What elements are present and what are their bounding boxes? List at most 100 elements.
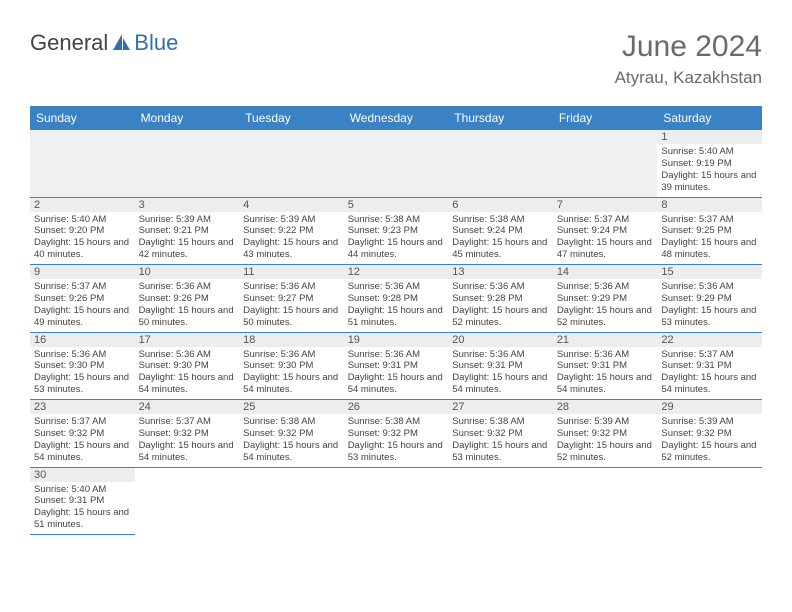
day-number: 28: [553, 400, 658, 414]
day-number: 26: [344, 400, 449, 414]
day-cell: 11 Sunrise: 5:36 AMSunset: 9:27 PMDayligh…: [239, 265, 344, 333]
day-details: Sunrise: 5:36 AMSunset: 9:31 PMDaylight:…: [557, 349, 654, 397]
empty-cell: [239, 467, 344, 535]
empty-cell: [553, 130, 658, 197]
brand-part2: Blue: [134, 30, 178, 56]
day-cell: 17 Sunrise: 5:36 AMSunset: 9:30 PMDayligh…: [135, 332, 240, 400]
day-number: 10: [135, 265, 240, 279]
day-cell: 26 Sunrise: 5:38 AMSunset: 9:32 PMDayligh…: [344, 400, 449, 468]
day-cell: 28 Sunrise: 5:39 AMSunset: 9:32 PMDayligh…: [553, 400, 658, 468]
day-number: 23: [30, 400, 135, 414]
day-number: 21: [553, 333, 658, 347]
day-number: 19: [344, 333, 449, 347]
day-details: Sunrise: 5:36 AMSunset: 9:26 PMDaylight:…: [139, 281, 236, 329]
day-cell: 6 Sunrise: 5:38 AMSunset: 9:24 PMDaylight…: [448, 197, 553, 265]
empty-cell: [30, 130, 135, 197]
day-number: 25: [239, 400, 344, 414]
day-number: 9: [30, 265, 135, 279]
day-cell: 10 Sunrise: 5:36 AMSunset: 9:26 PMDayligh…: [135, 265, 240, 333]
empty-cell: [135, 467, 240, 535]
day-cell: 16 Sunrise: 5:36 AMSunset: 9:30 PMDayligh…: [30, 332, 135, 400]
empty-cell: [553, 467, 658, 535]
day-number: 13: [448, 265, 553, 279]
day-details: Sunrise: 5:36 AMSunset: 9:31 PMDaylight:…: [348, 349, 445, 397]
month-title: June 2024: [615, 30, 762, 64]
day-cell: 30 Sunrise: 5:40 AMSunset: 9:31 PMDayligh…: [30, 467, 135, 535]
day-details: Sunrise: 5:37 AMSunset: 9:32 PMDaylight:…: [34, 416, 131, 464]
day-cell: 15Sunrise: 5:36 AMSunset: 9:29 PMDayligh…: [657, 265, 762, 333]
day-details: Sunrise: 5:36 AMSunset: 9:28 PMDaylight:…: [348, 281, 445, 329]
page-header: General Blue June 2024 Atyrau, Kazakhsta…: [30, 30, 762, 88]
day-cell: 4 Sunrise: 5:39 AMSunset: 9:22 PMDaylight…: [239, 197, 344, 265]
day-details: Sunrise: 5:39 AMSunset: 9:22 PMDaylight:…: [243, 214, 340, 262]
day-cell: 22 Sunrise: 5:37 AMSunset: 9:31 PMDayligh…: [657, 332, 762, 400]
weekday-header: Saturday: [657, 106, 762, 130]
day-details: Sunrise: 5:36 AMSunset: 9:31 PMDaylight:…: [452, 349, 549, 397]
day-details: Sunrise: 5:39 AMSunset: 9:32 PMDaylight:…: [557, 416, 654, 464]
day-details: Sunrise: 5:40 AMSunset: 9:20 PMDaylight:…: [34, 214, 131, 262]
day-number: 18: [239, 333, 344, 347]
day-cell: 9 Sunrise: 5:37 AMSunset: 9:26 PMDaylight…: [30, 265, 135, 333]
day-cell: 2 Sunrise: 5:40 AMSunset: 9:20 PMDaylight…: [30, 197, 135, 265]
day-details: Sunrise: 5:36 AMSunset: 9:30 PMDaylight:…: [243, 349, 340, 397]
empty-cell: [239, 130, 344, 197]
day-details: Sunrise: 5:40 AMSunset: 9:19 PMDaylight:…: [661, 146, 758, 194]
empty-cell: [344, 130, 449, 197]
day-details: Sunrise: 5:38 AMSunset: 9:24 PMDaylight:…: [452, 214, 549, 262]
day-cell: 3Sunrise: 5:39 AMSunset: 9:21 PMDaylight…: [135, 197, 240, 265]
weekday-header: Sunday: [30, 106, 135, 130]
day-number: 2: [30, 198, 135, 212]
calendar-head: SundayMondayTuesdayWednesdayThursdayFrid…: [30, 106, 762, 130]
day-number: 20: [448, 333, 553, 347]
day-number: 4: [239, 198, 344, 212]
day-cell: 5 Sunrise: 5:38 AMSunset: 9:23 PMDaylight…: [344, 197, 449, 265]
day-details: Sunrise: 5:37 AMSunset: 9:26 PMDaylight:…: [34, 281, 131, 329]
day-number: 12: [344, 265, 449, 279]
empty-cell: [657, 467, 762, 535]
day-details: Sunrise: 5:39 AMSunset: 9:21 PMDaylight:…: [139, 214, 236, 262]
day-number: 5: [344, 198, 449, 212]
empty-cell: [448, 467, 553, 535]
day-number: 7: [553, 198, 658, 212]
day-number: 1: [657, 130, 762, 144]
brand-logo: General Blue: [30, 30, 178, 56]
day-number: 6: [448, 198, 553, 212]
day-details: Sunrise: 5:36 AMSunset: 9:29 PMDaylight:…: [557, 281, 654, 329]
day-details: Sunrise: 5:39 AMSunset: 9:32 PMDaylight:…: [661, 416, 758, 464]
day-details: Sunrise: 5:36 AMSunset: 9:30 PMDaylight:…: [139, 349, 236, 397]
day-number: 14: [553, 265, 658, 279]
sail-icon: [110, 32, 132, 54]
day-number: 22: [657, 333, 762, 347]
day-cell: 12 Sunrise: 5:36 AMSunset: 9:28 PMDayligh…: [344, 265, 449, 333]
calendar-body: 1 Sunrise: 5:40 AMSunset: 9:19 PMDaylight…: [30, 130, 762, 535]
day-details: Sunrise: 5:37 AMSunset: 9:32 PMDaylight:…: [139, 416, 236, 464]
day-cell: 27Sunrise: 5:38 AMSunset: 9:32 PMDayligh…: [448, 400, 553, 468]
day-details: Sunrise: 5:40 AMSunset: 9:31 PMDaylight:…: [34, 484, 131, 532]
day-details: Sunrise: 5:38 AMSunset: 9:32 PMDaylight:…: [348, 416, 445, 464]
day-details: Sunrise: 5:37 AMSunset: 9:31 PMDaylight:…: [661, 349, 758, 397]
day-number: 11: [239, 265, 344, 279]
day-details: Sunrise: 5:36 AMSunset: 9:27 PMDaylight:…: [243, 281, 340, 329]
location-label: Atyrau, Kazakhstan: [615, 68, 762, 88]
day-cell: 7Sunrise: 5:37 AMSunset: 9:24 PMDaylight…: [553, 197, 658, 265]
empty-cell: [448, 130, 553, 197]
weekday-header: Tuesday: [239, 106, 344, 130]
day-cell: 29Sunrise: 5:39 AMSunset: 9:32 PMDayligh…: [657, 400, 762, 468]
day-number: 8: [657, 198, 762, 212]
day-cell: 23 Sunrise: 5:37 AMSunset: 9:32 PMDayligh…: [30, 400, 135, 468]
empty-cell: [344, 467, 449, 535]
day-details: Sunrise: 5:36 AMSunset: 9:30 PMDaylight:…: [34, 349, 131, 397]
day-details: Sunrise: 5:37 AMSunset: 9:25 PMDaylight:…: [661, 214, 758, 262]
empty-cell: [135, 130, 240, 197]
day-number: 16: [30, 333, 135, 347]
day-cell: 21 Sunrise: 5:36 AMSunset: 9:31 PMDayligh…: [553, 332, 658, 400]
weekday-header: Wednesday: [344, 106, 449, 130]
day-cell: 20 Sunrise: 5:36 AMSunset: 9:31 PMDayligh…: [448, 332, 553, 400]
day-details: Sunrise: 5:38 AMSunset: 9:23 PMDaylight:…: [348, 214, 445, 262]
day-cell: 24Sunrise: 5:37 AMSunset: 9:32 PMDayligh…: [135, 400, 240, 468]
weekday-header: Thursday: [448, 106, 553, 130]
day-cell: 19 Sunrise: 5:36 AMSunset: 9:31 PMDayligh…: [344, 332, 449, 400]
day-number: 30: [30, 468, 135, 482]
day-details: Sunrise: 5:36 AMSunset: 9:29 PMDaylight:…: [661, 281, 758, 329]
day-number: 17: [135, 333, 240, 347]
